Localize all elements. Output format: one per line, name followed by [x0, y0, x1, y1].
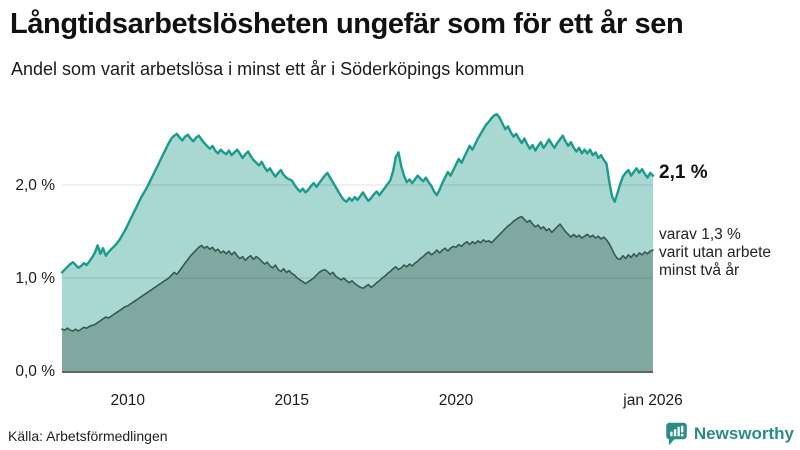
- page-title: Långtidsarbetslösheten ungefär som för e…: [10, 8, 684, 40]
- source-note: Källa: Arbetsförmedlingen: [8, 428, 168, 444]
- newsworthy-logo[interactable]: Newsworthy: [665, 422, 794, 446]
- x-tick-label: jan 2026: [622, 392, 682, 409]
- x-tick-label: 2015: [275, 392, 309, 409]
- annotation-line: minst två år: [659, 262, 740, 279]
- newsworthy-logo-icon: [666, 422, 687, 446]
- y-tick-label: 0,0 %: [15, 363, 55, 380]
- annotation-line: varit utan arbete: [659, 244, 772, 261]
- line-total: [60, 113, 655, 274]
- chart-subtitle: Andel som varit arbetslösa i minst ett å…: [11, 59, 525, 79]
- line-two_years: [61, 215, 654, 332]
- end-value-label-total: 2,1 %: [659, 162, 708, 183]
- y-tick-label: 2,0 %: [15, 177, 55, 194]
- annotation-two-years: varav 1,3 % varit utan arbete minst två …: [659, 226, 771, 280]
- y-tick-label: 1,0 %: [15, 270, 55, 287]
- area-two_years: [62, 216, 653, 371]
- x-tick-label: 2010: [110, 392, 145, 409]
- x-tick-label: 2020: [439, 392, 474, 409]
- newsworthy-wordmark: Newsworthy: [693, 424, 794, 443]
- annotation-line: varav 1,3 %: [659, 226, 741, 243]
